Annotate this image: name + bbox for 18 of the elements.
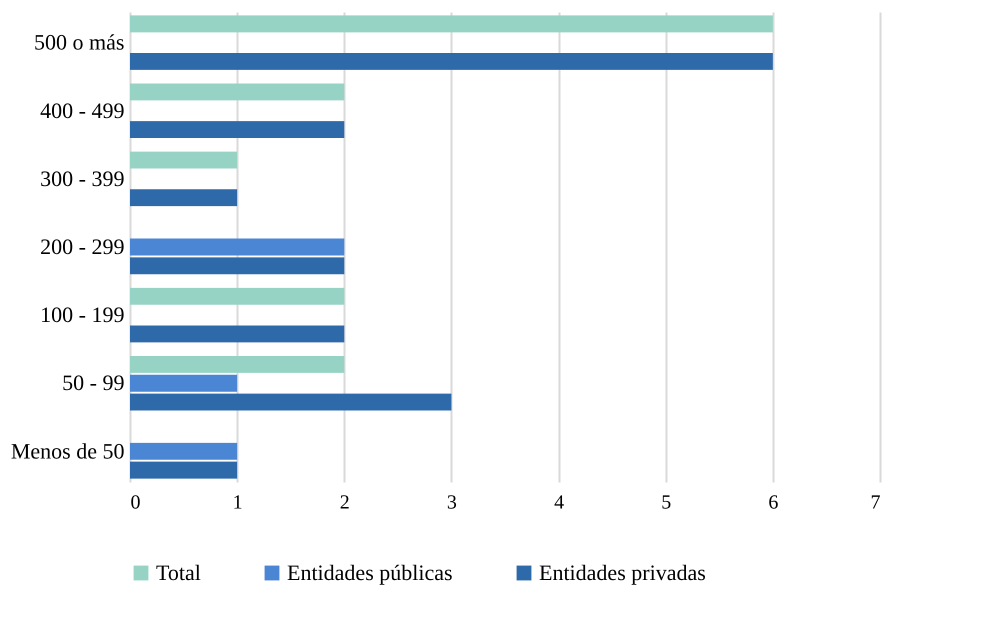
- y-tick-label: 50 - 99: [62, 370, 124, 396]
- x-tick-label: 6: [768, 492, 778, 514]
- x-tick-label: 2: [340, 492, 350, 514]
- x-tick-label: 0: [130, 492, 140, 514]
- y-tick-label: Menos de 50: [10, 438, 124, 464]
- y-tick-label: 100 - 199: [40, 302, 124, 328]
- y-tick-label: 400 - 499: [40, 98, 124, 123]
- legend-label: Entidades privadas: [539, 560, 706, 585]
- x-tick-label: 4: [554, 492, 564, 514]
- y-tick-label: 300 - 399: [40, 166, 124, 191]
- legend-label: Total: [156, 560, 201, 585]
- x-tick-label: 1: [232, 492, 243, 514]
- x-tick-label: 5: [661, 492, 672, 514]
- y-tick-label: 500 o más: [34, 30, 124, 55]
- x-tick-label: 7: [870, 492, 880, 514]
- legend-label: Entidades públicas: [287, 560, 453, 585]
- x-tick-label: 3: [446, 492, 457, 514]
- y-tick-label: 200 - 299: [40, 234, 124, 259]
